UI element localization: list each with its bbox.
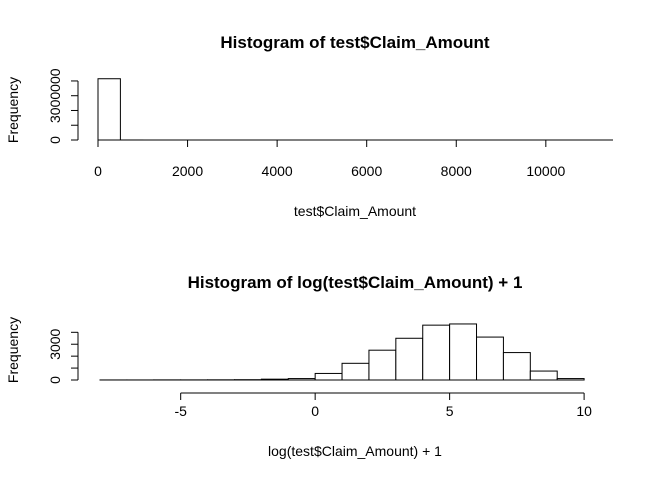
x-tick-label: 2000: [172, 163, 203, 179]
histogram-bar: [529, 370, 558, 381]
y-axis-label: Frequency: [5, 317, 21, 383]
y-axis: 0 3000000: [47, 68, 79, 144]
x-axis-label: test$Claim_Amount: [294, 203, 416, 219]
bar-group: [97, 78, 144, 141]
histogram-bar: [260, 378, 289, 381]
histogram-bar: [476, 336, 504, 381]
histogram-bar: [287, 378, 316, 381]
y-axis: 0 3000: [47, 328, 79, 384]
histogram-bar: [341, 362, 370, 381]
panel-claim-amount: Histogram of test$Claim_Amount test$Clai…: [5, 33, 613, 219]
x-tick-label: -5: [174, 403, 187, 419]
histogram-bar: [556, 378, 585, 381]
x-tick-label: 0: [94, 163, 102, 179]
histogram-bar: [314, 372, 343, 381]
x-axis: -5 0 5 10: [174, 392, 592, 419]
histogram-bar: [368, 349, 397, 381]
x-tick-label: 6000: [351, 163, 382, 179]
chart-title: Histogram of log(test$Claim_Amount) + 1: [188, 273, 523, 292]
y-axis-label: Frequency: [5, 77, 21, 143]
histogram-bar: [502, 352, 531, 381]
histogram-bar: [97, 78, 121, 141]
x-axis-label: log(test$Claim_Amount) + 1: [268, 443, 442, 459]
y-tick-label: 0: [47, 376, 63, 384]
histogram-bar: [395, 337, 424, 381]
bar-group: [99, 323, 585, 381]
x-tick-label: 0: [311, 403, 319, 419]
y-tick-label: 3000000: [47, 68, 63, 123]
x-tick-label: 4000: [262, 163, 293, 179]
x-tick-label: 5: [446, 403, 454, 419]
x-tick-label: 10000: [526, 163, 565, 179]
y-tick-label: 3000: [47, 328, 63, 359]
histogram-bar: [449, 323, 478, 381]
y-tick-label: 0: [47, 136, 63, 144]
panel-log-claim-amount: Histogram of log(test$Claim_Amount) + 1 …: [5, 273, 592, 459]
chart-title: Histogram of test$Claim_Amount: [220, 33, 490, 52]
histogram-bar: [422, 324, 451, 381]
x-tick-label: 8000: [441, 163, 472, 179]
x-axis: 0 2000 4000 6000 8000 10000: [94, 139, 613, 179]
x-tick-label: 10: [576, 403, 592, 419]
